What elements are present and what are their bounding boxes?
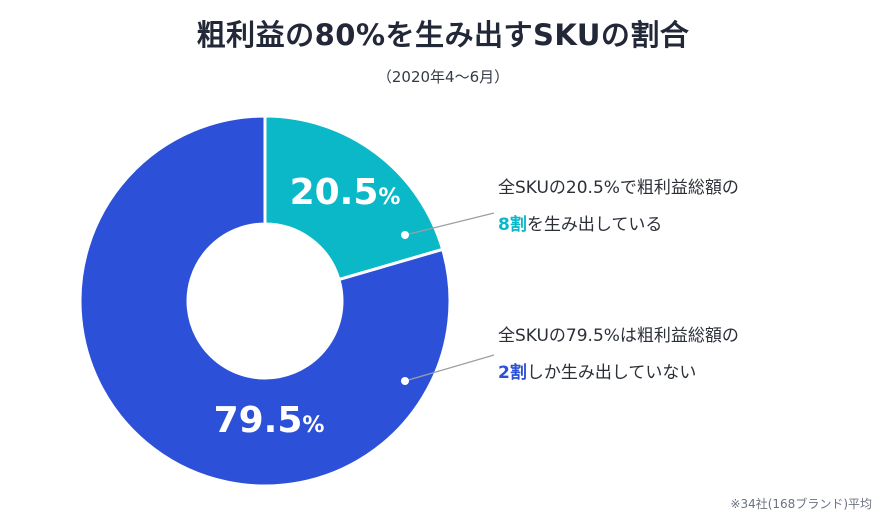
connector-dot-1 — [401, 231, 409, 239]
annotation-top-rest: を生み出している — [526, 215, 663, 235]
donut-slice-79-5 — [78, 114, 452, 488]
connector-line-1 — [404, 212, 495, 236]
data-label-20-5: 20.5% — [290, 172, 401, 213]
annotation-top-highlight: 8割 — [498, 215, 527, 235]
data-label-79-5: 79.5% — [214, 400, 325, 441]
annotation-top-line1: 全SKUの20.5%で粗利益総額の — [498, 178, 739, 198]
connector-line-2 — [404, 354, 495, 382]
chart-title: 粗利益の80%を生み出すSKUの割合 — [196, 18, 690, 52]
chart-subtitle: （2020年4〜6月） — [376, 68, 510, 86]
connector-dot-2 — [401, 377, 409, 385]
annotation-bottom-highlight: 2割 — [498, 363, 527, 383]
annotation-top-line2: 8割を生み出している — [498, 207, 739, 244]
annotation-bottom-rest: しか生み出していない — [526, 363, 697, 383]
footnote: ※34社(168ブランド)平均 — [730, 497, 872, 511]
donut-slice-20-5 — [263, 114, 445, 282]
annotation-bottom: 全SKUの79.5%は粗利益総額の 2割しか生み出していない — [498, 318, 739, 392]
annotation-bottom-line2: 2割しか生み出していない — [498, 355, 739, 392]
annotation-top: 全SKUの20.5%で粗利益総額の 8割を生み出している — [498, 170, 739, 244]
annotation-bottom-line1: 全SKUの79.5%は粗利益総額の — [498, 326, 739, 346]
